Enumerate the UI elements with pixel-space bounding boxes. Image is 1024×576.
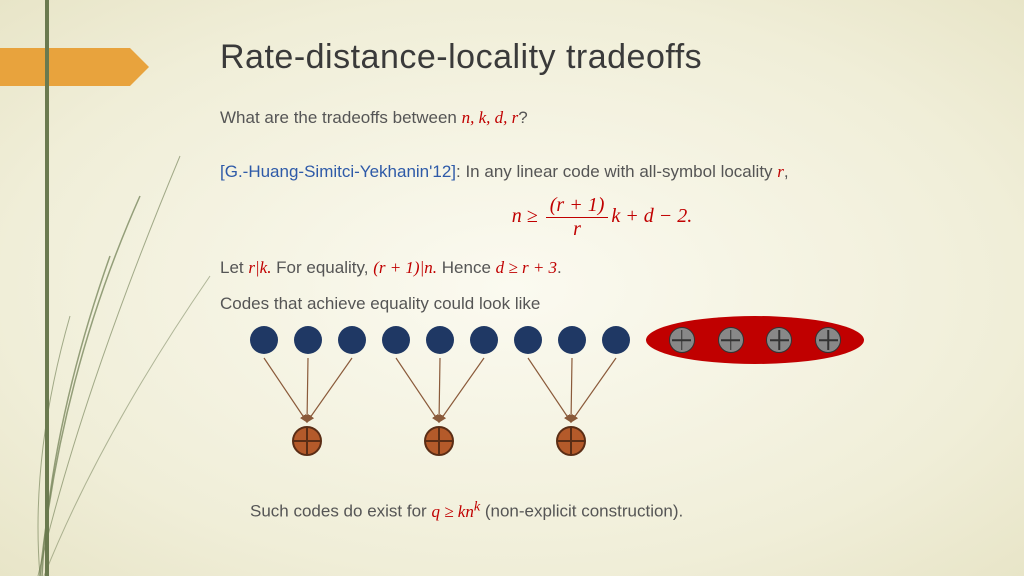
global-parity-dot: [815, 327, 841, 353]
citation-end: ,: [784, 162, 789, 181]
main-formula: n ≥ (r + 1)rk + d − 2.: [220, 194, 984, 241]
global-parity-dot: [669, 327, 695, 353]
data-symbol-dot: [426, 326, 454, 354]
citation-text: : In any linear code with all-symbol loc…: [456, 162, 777, 181]
accent-arrow: [0, 48, 130, 86]
global-parity-dot: [766, 327, 792, 353]
citation-line: [G.-Huang-Simitci-Yekhanin'12]: In any l…: [220, 159, 984, 185]
let-mid: For equality,: [271, 258, 373, 277]
local-parity-dot: [556, 426, 586, 456]
formula-num: (r + 1): [546, 194, 609, 218]
parity-group-ellipse: [646, 316, 864, 364]
let-prefix: Let: [220, 258, 248, 277]
formula-den: r: [546, 218, 609, 241]
data-symbol-dot: [514, 326, 542, 354]
data-symbol-dot: [382, 326, 410, 354]
code-diagram: [250, 326, 984, 486]
data-symbol-row: [250, 326, 630, 354]
footer-line: Such codes do exist for q ≥ knk (non-exp…: [250, 498, 984, 522]
let-d: d ≥ r + 3: [496, 258, 557, 277]
global-parity-dot: [718, 327, 744, 353]
vertical-rule: [45, 0, 49, 576]
let-hence: Hence: [437, 258, 496, 277]
data-symbol-dot: [558, 326, 586, 354]
data-symbol-dot: [338, 326, 366, 354]
footer-suffix: (non-explicit construction).: [480, 502, 683, 521]
data-symbol-dot: [602, 326, 630, 354]
let-line: Let r|k. For equality, (r + 1)|n. Hence …: [220, 255, 984, 281]
let-rk: r|k.: [248, 258, 271, 277]
intro-vars: n, k, d, r: [462, 108, 519, 127]
footer-math: q ≥ kn: [431, 502, 473, 521]
footer-prefix: Such codes do exist for: [250, 502, 431, 521]
let-cond: (r + 1)|n.: [373, 258, 437, 277]
intro-line: What are the tradeoffs between n, k, d, …: [220, 105, 984, 131]
data-symbol-dot: [250, 326, 278, 354]
formula-tail: k + d − 2.: [611, 205, 692, 227]
intro-suffix: ?: [518, 108, 527, 127]
citation-ref: [G.-Huang-Simitci-Yekhanin'12]: [220, 162, 456, 181]
let-end: .: [557, 258, 562, 277]
data-symbol-dot: [294, 326, 322, 354]
codes-line: Codes that achieve equality could look l…: [220, 291, 984, 317]
formula-lhs: n ≥: [512, 205, 543, 227]
intro-prefix: What are the tradeoffs between: [220, 108, 462, 127]
local-parity-dot: [424, 426, 454, 456]
arrows-svg: [250, 354, 670, 434]
citation-r: r: [777, 162, 784, 181]
local-parity-dot: [292, 426, 322, 456]
data-symbol-dot: [470, 326, 498, 354]
slide-title: Rate-distance-locality tradeoffs: [220, 38, 984, 77]
